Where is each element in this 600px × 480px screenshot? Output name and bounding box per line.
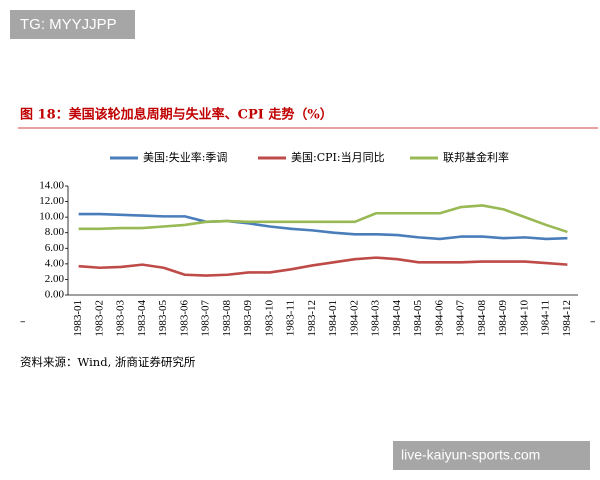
x-tick-label: 1984-04 (391, 300, 403, 337)
series-line (78, 204, 568, 234)
x-tick-label: 1984-05 (412, 300, 424, 337)
y-tick-label: 2.00 (45, 273, 65, 285)
y-tick-label: 14.00 (39, 180, 64, 192)
x-tick-label: 1983-05 (157, 300, 169, 337)
y-tick-label: 4.00 (45, 257, 65, 269)
x-tick-label: 1983-03 (115, 300, 127, 337)
mark: – (590, 315, 596, 328)
source-note: 资料来源：Wind, 浙商证券研究所 (20, 355, 196, 369)
x-tick-label: 1983-08 (221, 300, 233, 337)
x-tick-label: 1983-12 (306, 300, 318, 337)
watermark: live-kaiyun-sports.com (401, 447, 540, 463)
x-tick-label: 1984-01 (327, 300, 339, 337)
x-tick-label: 1984-03 (370, 300, 382, 337)
x-tick-label: 1983-07 (200, 300, 212, 337)
legend-label: 美国:失业率:季调 (143, 150, 227, 164)
x-tick-label: 1983-04 (136, 300, 148, 337)
x-tick-label: 1983-01 (72, 300, 84, 337)
x-tick-label: 1983-09 (242, 300, 254, 337)
series-line (78, 256, 568, 277)
watermark-box (10, 10, 135, 39)
x-tick-label: 1983-06 (178, 300, 190, 337)
x-tick-label: 1983-11 (285, 300, 297, 336)
x-tick-label: 1984-02 (348, 300, 360, 337)
y-tick-label: 8.00 (45, 226, 65, 238)
series-line (78, 212, 568, 241)
x-tick-label: 1984-07 (455, 300, 467, 337)
chart-title: 图 18：美国该轮加息周期与失业率、CPI 走势（%） (20, 107, 333, 123)
watermark: TG: MYYJJPP (20, 16, 117, 33)
legend-label: 美国:CPI:当月同比 (291, 150, 385, 164)
y-tick-label: 10.00 (39, 211, 64, 223)
mark: – (20, 315, 26, 328)
x-tick-label: 1983-02 (93, 300, 105, 337)
x-tick-label: 1984-09 (497, 300, 509, 337)
watermark-box (393, 441, 590, 470)
x-tick-label: 1983-10 (263, 300, 275, 337)
x-tick-label: 1984-06 (433, 300, 445, 337)
x-tick-label: 1984-08 (476, 300, 488, 337)
x-tick-label: 1984-10 (518, 300, 530, 337)
x-tick-label: 1984-12 (561, 300, 573, 337)
y-tick-label: 6.00 (45, 242, 65, 254)
legend-label: 联邦基金利率 (443, 150, 509, 164)
x-tick-label: 1984-11 (540, 300, 552, 336)
y-tick-label: 12.00 (39, 195, 64, 207)
y-tick-label: 0.00 (45, 289, 65, 301)
